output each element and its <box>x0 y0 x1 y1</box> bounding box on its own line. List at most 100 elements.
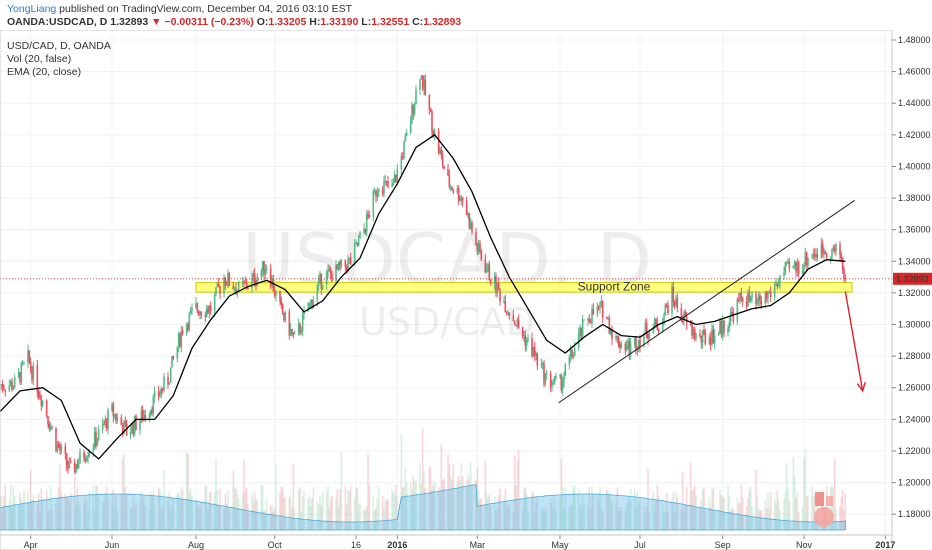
volume-bar <box>841 490 844 530</box>
candle-body <box>541 363 544 365</box>
candle-body <box>487 264 489 270</box>
candle-body <box>143 414 145 421</box>
candle-body <box>101 424 104 430</box>
candle-body <box>844 277 847 279</box>
volume-bar <box>419 462 421 530</box>
candle-body <box>645 323 648 338</box>
volume-bar <box>180 486 183 530</box>
volume-bar <box>228 506 231 530</box>
volume-bar <box>617 510 620 530</box>
price-axis[interactable]: 1.48000 1.46000 1.44000 1.42000 1.40000 1.380… <box>892 35 932 519</box>
candle-body <box>443 165 445 170</box>
volume-bar <box>219 489 221 530</box>
candle-body <box>64 446 67 454</box>
candle-body <box>241 281 244 283</box>
volume-bar <box>195 498 197 530</box>
candle-body <box>311 300 313 309</box>
watermark-pair: USD/CAD <box>359 300 535 344</box>
price-tick-label: 1.36000 <box>898 225 931 235</box>
candle-body <box>232 285 235 290</box>
time-axis[interactable]: Apr Jun Aug Oct 16 2016 Mar May Jul Sep Nov 2017 <box>0 534 895 550</box>
volume-bar <box>600 506 603 530</box>
volume-bar <box>663 511 665 530</box>
candle-body <box>376 192 379 197</box>
candle-body <box>757 295 760 300</box>
candle-body <box>820 243 823 258</box>
volume-bar <box>12 486 15 530</box>
candle-body <box>592 308 595 315</box>
low-label: L: <box>361 16 372 28</box>
candle-body <box>377 189 380 193</box>
candle-body <box>476 245 479 252</box>
candle-body <box>355 242 357 244</box>
candle-body <box>589 321 592 323</box>
candle-body <box>465 200 468 215</box>
candle-body <box>765 292 768 299</box>
volume-bar <box>653 510 656 530</box>
volume-bar <box>680 510 683 530</box>
candle-body <box>525 340 528 346</box>
volume-bar <box>609 499 612 530</box>
volume-bar <box>465 480 468 530</box>
volume-bar <box>143 498 145 530</box>
candle-body <box>536 353 539 366</box>
candle-body <box>469 222 472 229</box>
candle-body <box>708 337 711 345</box>
author-link[interactable]: YongLiang <box>7 3 57 15</box>
candle-body <box>131 423 133 433</box>
volume-bar <box>675 491 677 530</box>
volume-bar <box>368 484 371 530</box>
volume-bar <box>840 496 843 530</box>
candle-body <box>1 384 4 389</box>
candle-body <box>533 347 536 356</box>
volume-bar <box>68 501 71 530</box>
price-tick-label: 1.44000 <box>898 98 931 108</box>
candle-body <box>191 308 193 311</box>
price-tick-label: 1.24000 <box>898 414 931 424</box>
candle-body <box>813 253 816 257</box>
support-zone-box <box>195 282 853 293</box>
volume-bar <box>132 497 135 530</box>
volume-bar <box>288 497 291 530</box>
volume-bar <box>671 502 673 530</box>
candle-body <box>591 308 593 323</box>
volume-bar <box>387 499 389 530</box>
volume-bar <box>4 484 7 530</box>
candle-body <box>76 464 79 468</box>
candle-body <box>217 283 220 287</box>
candle-body <box>424 79 427 95</box>
volume-bar <box>28 501 31 530</box>
candle-body <box>736 298 739 322</box>
candle-body <box>237 281 240 291</box>
volume-bar <box>467 474 469 530</box>
candle-body <box>299 323 301 333</box>
volume-bar <box>635 507 637 530</box>
candle-body <box>823 251 825 255</box>
candle-body <box>569 349 572 358</box>
candle-body <box>339 261 341 266</box>
candle-body <box>152 396 155 413</box>
volume-bar <box>589 509 592 530</box>
volume-bar <box>39 510 41 530</box>
candle-body <box>8 385 11 391</box>
price-tick-label: 1.38000 <box>898 193 931 203</box>
candle-body <box>255 284 257 286</box>
trend-line <box>558 200 855 404</box>
price-tick-label: 1.20000 <box>898 478 931 488</box>
volume-bar <box>51 509 53 530</box>
volume-bar <box>11 507 13 530</box>
candle-body <box>788 261 791 269</box>
candle-body <box>728 322 731 329</box>
candle-body <box>839 244 841 256</box>
candle-body <box>392 182 395 185</box>
volume-bar <box>485 492 488 530</box>
volume-bar <box>69 493 72 530</box>
candle-body <box>223 277 225 294</box>
volume-bar <box>307 499 309 530</box>
candle-body <box>516 319 519 327</box>
volume-bar <box>153 505 156 530</box>
price-chart[interactable]: USDCAD, D USD/CAD Support Zone 1.480001.… <box>0 30 932 550</box>
candle-body <box>124 421 127 424</box>
candle-body <box>0 384 3 386</box>
volume-bar <box>187 453 189 530</box>
